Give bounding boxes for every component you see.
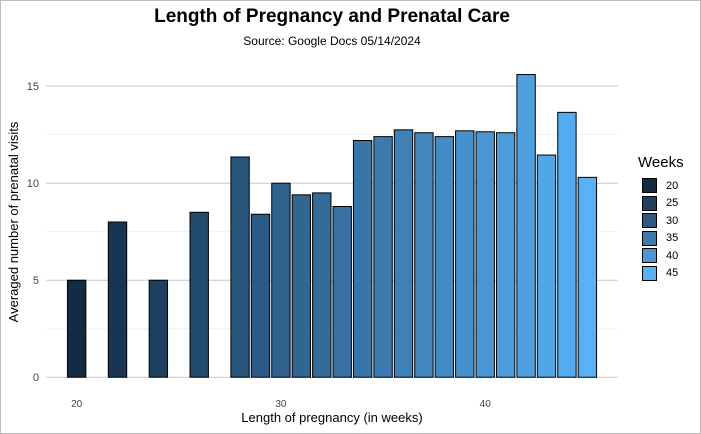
legend: Weeks 20 25 30 35 40 45 (638, 154, 684, 282)
legend-swatch (642, 265, 657, 281)
legend-label: 45 (666, 267, 679, 279)
bar-week-42 (516, 74, 536, 378)
legend-label: 20 (666, 179, 679, 192)
legend-label: 30 (666, 214, 679, 227)
legend-item-25: 25 (638, 195, 684, 212)
bar-week-33 (332, 205, 352, 378)
bar-week-41 (495, 132, 516, 378)
bar-week-45 (577, 176, 598, 378)
bars (66, 74, 598, 378)
bar-week-28 (230, 156, 250, 378)
bar-week-20 (66, 279, 87, 378)
x-axis-label: Length of pregnancy (in weeks) (241, 410, 422, 425)
bar-week-35 (373, 136, 393, 378)
bar-week-34 (352, 140, 373, 378)
x-tick-label: 40 (480, 399, 492, 410)
y-tick-label: 10 (27, 178, 39, 190)
bar-week-39 (455, 130, 475, 378)
bar-week-29 (250, 213, 271, 378)
y-tick-label: 0 (33, 372, 39, 384)
tick-labels: 0 5 10 15 20 30 40 (27, 81, 491, 410)
legend-swatch (642, 178, 657, 193)
legend-label: 40 (666, 249, 679, 262)
bar-week-43 (536, 154, 557, 378)
legend-item-30: 30 (638, 212, 684, 229)
bar-week-24 (148, 279, 169, 378)
legend-swatch (642, 195, 657, 211)
bar-week-37 (414, 132, 434, 378)
bar-week-26 (189, 211, 209, 378)
y-axis-label: Averaged number of prenatal visits (6, 121, 21, 322)
legend-item-20: 20 (638, 177, 684, 194)
legend-title: Weeks (638, 154, 684, 171)
legend-label: 35 (666, 232, 679, 244)
legend-swatch (642, 248, 657, 263)
bar-week-31 (291, 194, 312, 378)
legend-item-45: 45 (638, 265, 684, 282)
bar-week-44 (557, 111, 577, 378)
bar-week-22 (107, 221, 128, 378)
bar-week-36 (393, 129, 414, 378)
chart-title: Length of Pregnancy and Prenatal Care (154, 6, 510, 27)
bar-week-32 (312, 192, 332, 378)
y-tick-label: 5 (33, 275, 39, 287)
legend-swatch (642, 213, 657, 228)
legend-item-40: 40 (638, 247, 684, 264)
legend-item-35: 35 (638, 230, 684, 247)
x-tick-label: 30 (275, 399, 287, 410)
bar-week-40 (475, 131, 495, 378)
y-tick-label: 15 (27, 81, 39, 93)
legend-swatch (642, 230, 657, 246)
legend-label: 25 (666, 197, 679, 209)
chart-subtitle: Source: Google Docs 05/14/2024 (243, 34, 421, 48)
bar-week-38 (434, 136, 455, 378)
bar-week-30 (271, 182, 291, 378)
x-tick-label: 20 (71, 399, 83, 410)
